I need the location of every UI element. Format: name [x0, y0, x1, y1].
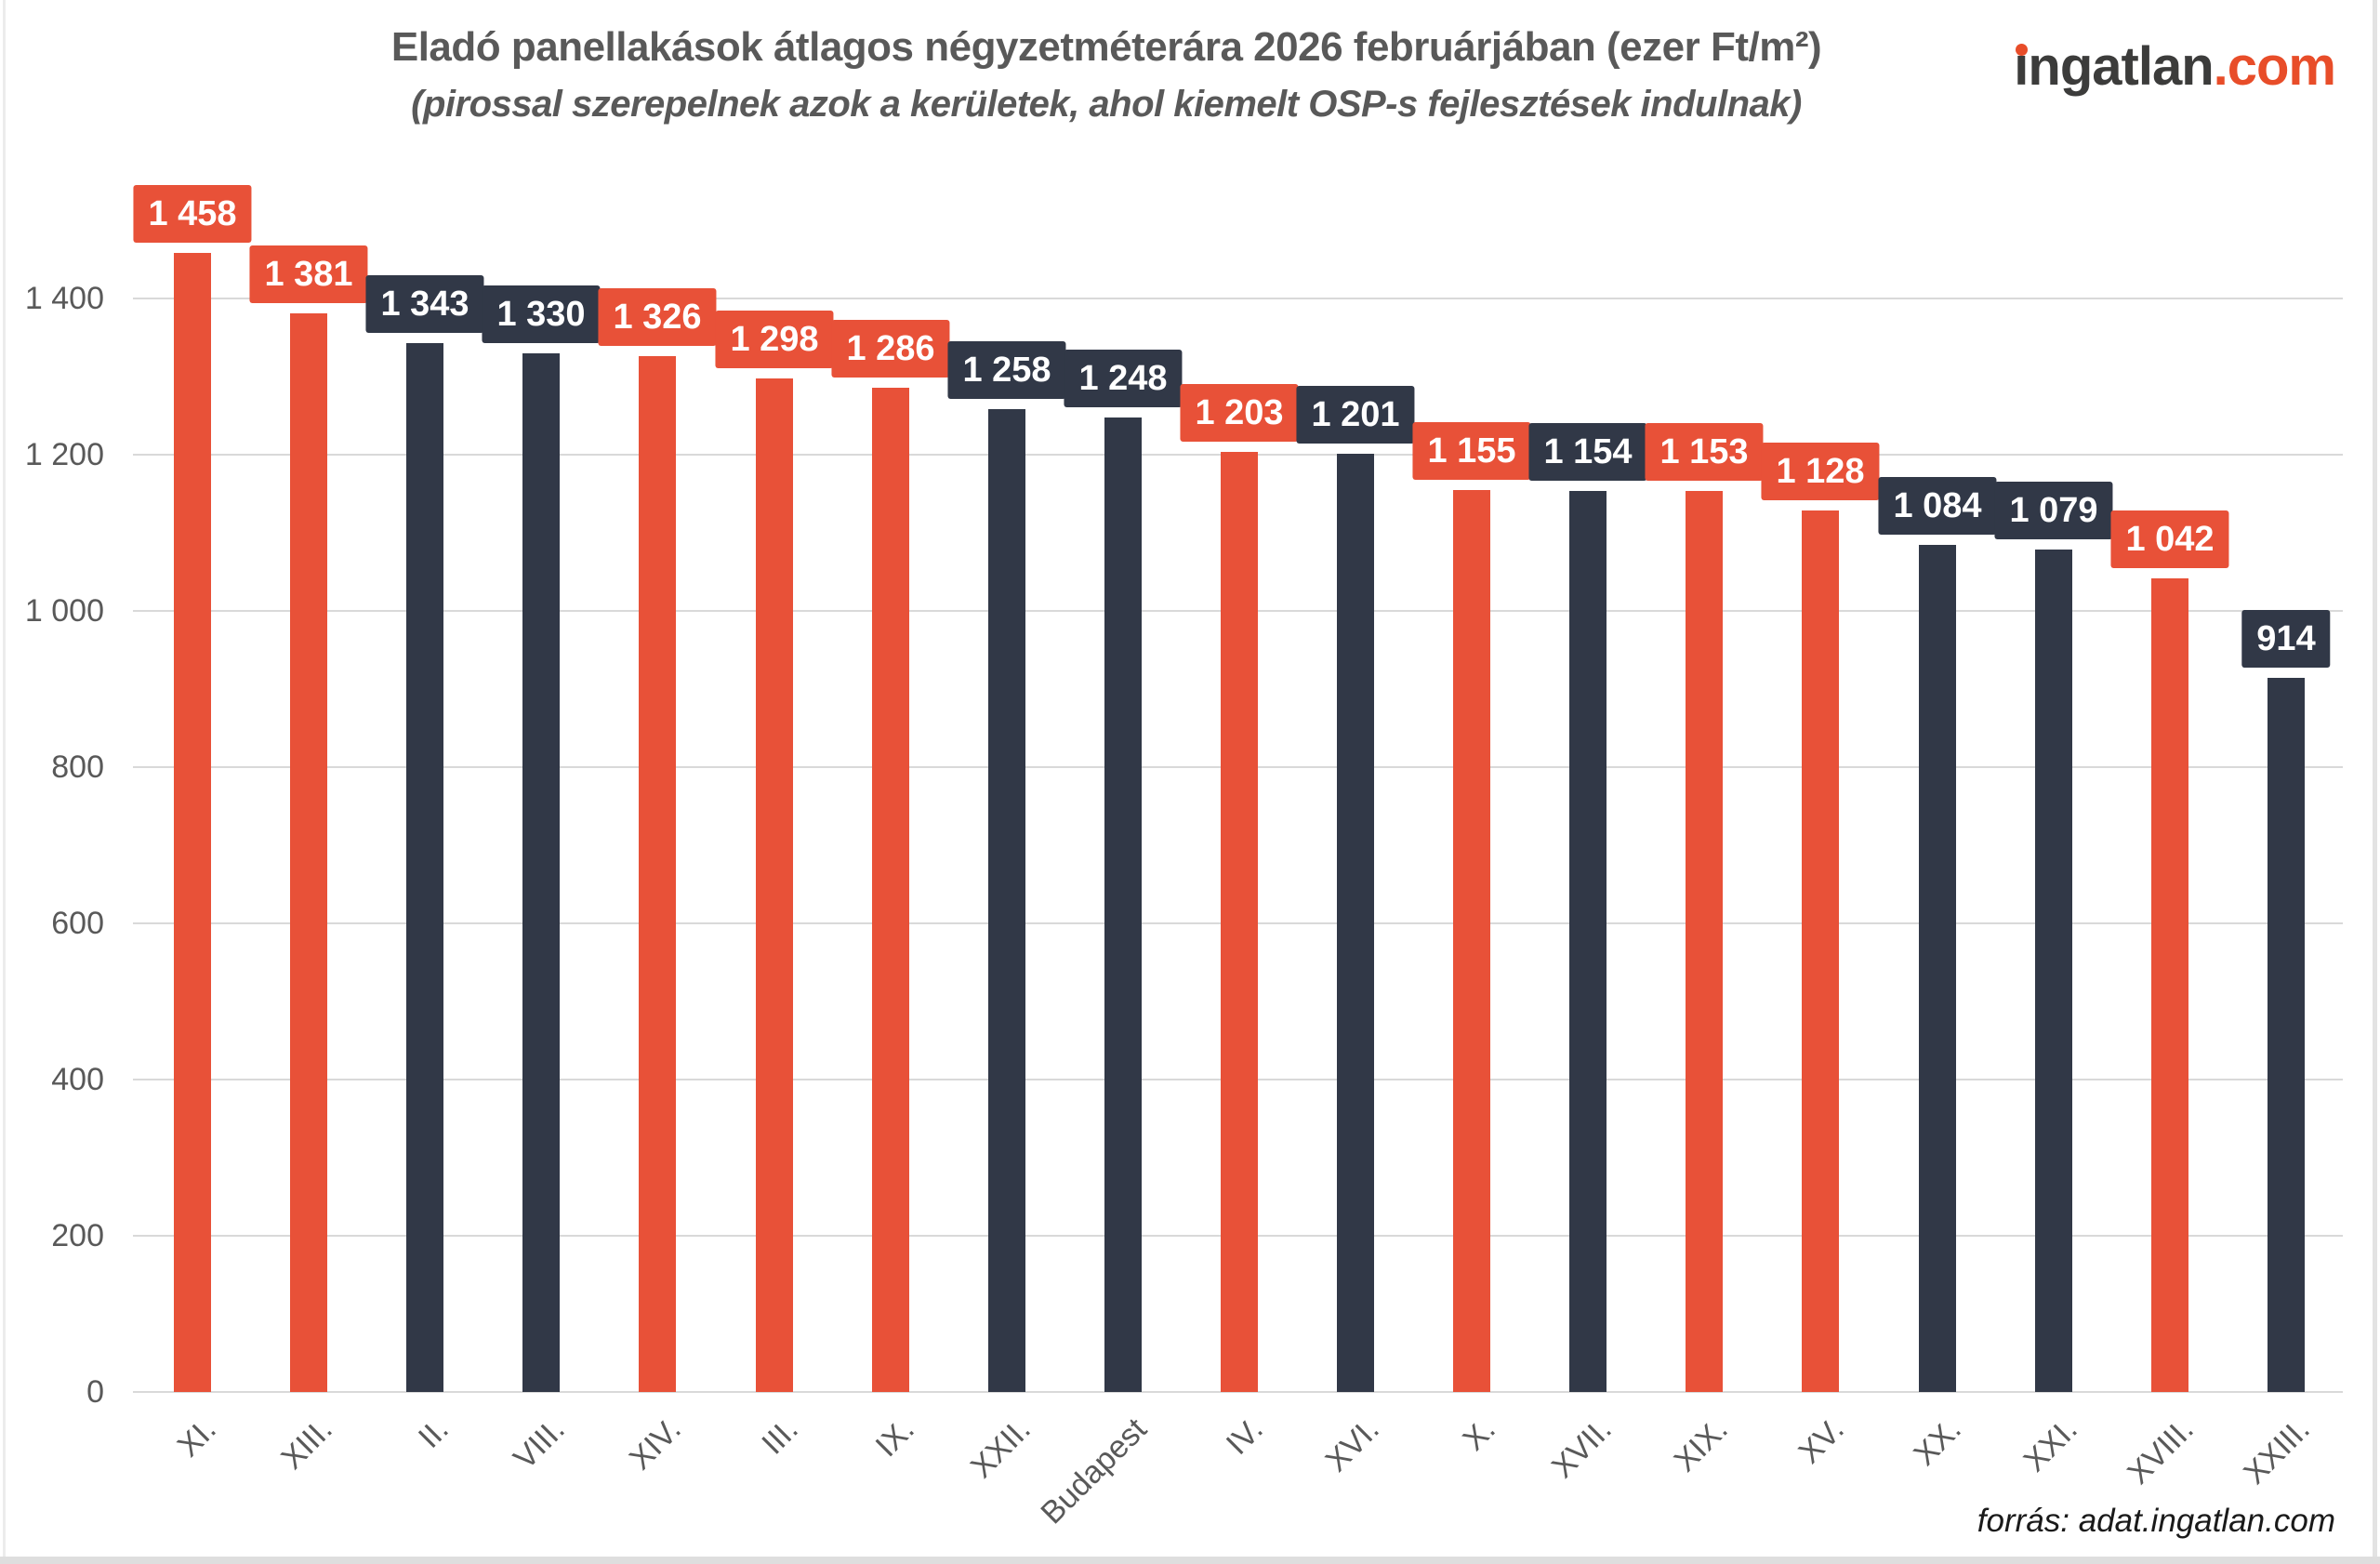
- bar-VIII: [522, 353, 560, 1392]
- bar-Budapest: [1104, 418, 1142, 1392]
- bar-value-label: 1 286: [831, 320, 950, 378]
- bar-value-label: 1 084: [1878, 477, 1997, 535]
- window-right-edge: [2373, 0, 2377, 1557]
- bar-XVIII: [2151, 578, 2188, 1392]
- y-axis-tick-label: 800: [51, 749, 104, 785]
- bar-value-label: 1 381: [249, 245, 368, 303]
- bar-XV: [1802, 510, 1839, 1392]
- bar-value-label: 1 258: [947, 341, 1066, 399]
- bar-XX: [1919, 545, 1956, 1392]
- y-axis-tick-label: 0: [86, 1374, 104, 1410]
- bar-XIX: [1686, 491, 1723, 1392]
- bar-XIII: [290, 313, 327, 1392]
- bar-value-label: 914: [2241, 610, 2331, 668]
- y-axis-tick-label: 200: [51, 1218, 104, 1253]
- bar-value-label: 1 248: [1064, 350, 1183, 407]
- bar-value-label: 1 155: [1412, 422, 1531, 480]
- chart-title: Eladó panellakások átlagos négyzetméterá…: [390, 24, 1822, 70]
- bar-II: [406, 343, 443, 1392]
- bar-value-label: 1 203: [1180, 384, 1299, 442]
- y-axis-tick-label: 1 200: [24, 437, 104, 472]
- bar-value-label: 1 458: [133, 185, 252, 243]
- y-axis-tick-label: 400: [51, 1062, 104, 1097]
- y-axis-tick-label: 600: [51, 906, 104, 941]
- bar-value-label: 1 298: [715, 311, 834, 368]
- bar-IX: [872, 388, 909, 1392]
- logo-text-dark: ingatlan: [2014, 36, 2214, 97]
- y-axis-tick-label: 1 000: [24, 593, 104, 629]
- bar-XVII: [1569, 491, 1606, 1392]
- window-left-edge: [3, 0, 6, 1557]
- bar-III: [756, 378, 793, 1392]
- ingatlan-logo: ingatlan .com: [2014, 35, 2336, 98]
- bar-value-label: 1 201: [1296, 386, 1415, 444]
- bar-value-label: 1 326: [598, 288, 717, 346]
- bar-value-label: 1 154: [1528, 423, 1647, 481]
- bar-value-label: 1 343: [365, 275, 484, 333]
- gridline-0: [133, 1391, 2343, 1393]
- logo-i-dot: [2016, 44, 2029, 56]
- bar-value-label: 1 079: [1994, 482, 2113, 539]
- bar-XIV: [639, 356, 676, 1392]
- bar-value-label: 1 042: [2110, 510, 2229, 568]
- window-bottom-edge: [0, 1557, 2380, 1564]
- bar-IV: [1221, 452, 1258, 1392]
- bar-X: [1453, 490, 1490, 1392]
- bar-value-label: 1 153: [1645, 423, 1764, 481]
- logo-text-accent: .com: [2213, 36, 2336, 97]
- bar-XI: [174, 253, 211, 1392]
- source-caption: forrás: adat.ingatlan.com: [1977, 1503, 2335, 1539]
- bar-XXIII: [2268, 678, 2305, 1392]
- gridline-1400: [133, 298, 2343, 299]
- chart-header: Eladó panellakások átlagos négyzetméterá…: [0, 24, 2213, 126]
- bar-XXII: [988, 409, 1025, 1392]
- chart-subtitle: (pirossal szerepelnek azok a kerületek, …: [411, 84, 1802, 125]
- bar-XXI: [2035, 550, 2072, 1392]
- y-axis-tick-label: 1 400: [24, 281, 104, 316]
- bar-XVI: [1337, 454, 1374, 1392]
- bar-value-label: 1 330: [482, 285, 601, 343]
- bar-value-label: 1 128: [1761, 443, 1880, 500]
